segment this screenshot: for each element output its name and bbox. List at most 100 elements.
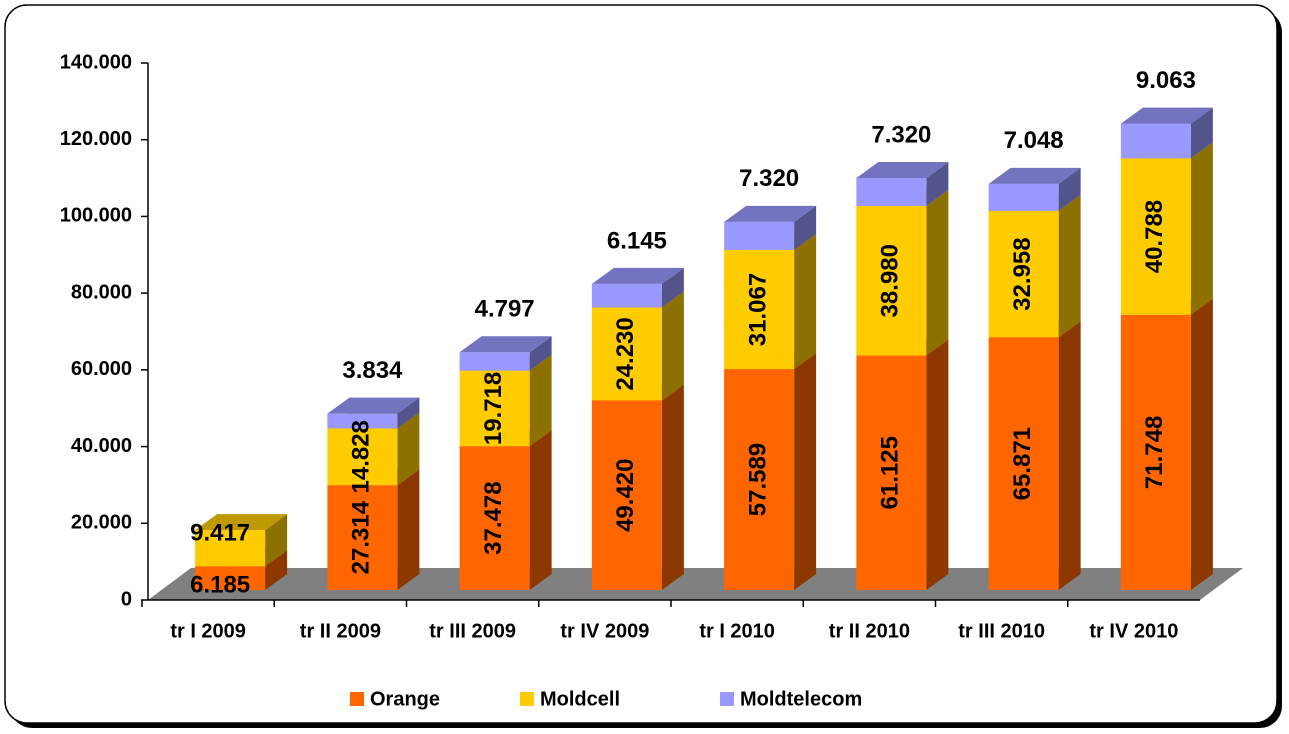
bar-side [265, 514, 288, 567]
bar-side [397, 397, 420, 429]
bar-side [1058, 167, 1081, 211]
data-label: 7.320 [871, 121, 931, 148]
bar [327, 413, 398, 429]
bar-side [1190, 107, 1213, 159]
x-tick-label: tr III 2009 [429, 620, 516, 642]
bar-side [265, 550, 288, 590]
y-tick-label: 60.000 [71, 358, 132, 380]
x-tick-label: tr II 2009 [300, 620, 381, 642]
bar [459, 370, 530, 447]
bar [1120, 123, 1191, 159]
bar-side [529, 354, 552, 447]
data-label: 27.314 [348, 500, 375, 574]
bar-side [397, 469, 420, 590]
y-tick-label: 120.000 [60, 128, 132, 150]
legend-label: Moldcell [540, 688, 620, 710]
bar-side [397, 412, 420, 486]
bar [724, 369, 795, 590]
y-tick-label: 40.000 [71, 435, 132, 457]
bar [327, 485, 398, 590]
bar [988, 183, 1059, 211]
bar [988, 337, 1059, 590]
data-label: 65.871 [1009, 427, 1036, 500]
y-tick-label: 80.000 [71, 281, 132, 303]
y-tick-label: 100.000 [60, 205, 132, 227]
y-tick-label: 20.000 [71, 512, 132, 534]
legend-swatch [520, 692, 534, 706]
bar [856, 177, 927, 207]
bar-side [794, 353, 817, 590]
x-tick-label: tr III 2010 [958, 620, 1045, 642]
bar-side [794, 205, 817, 250]
bar [195, 566, 266, 590]
bar-top [195, 514, 288, 531]
bar [724, 221, 795, 250]
data-label: 9.417 [190, 520, 250, 547]
bar-side [1190, 142, 1213, 315]
data-label: 4.797 [475, 296, 535, 323]
bar [591, 400, 662, 590]
bar-side [926, 339, 949, 590]
bar-top [988, 167, 1081, 184]
y-tick-label: 140.000 [60, 51, 132, 73]
data-label: 57.589 [744, 443, 771, 516]
bar-side [529, 336, 552, 371]
data-label: 3.834 [342, 357, 403, 384]
x-tick-label: tr I 2010 [699, 620, 775, 642]
bar-side [926, 190, 949, 356]
data-label: 7.048 [1004, 127, 1064, 154]
data-label: 24.230 [612, 317, 639, 390]
bar-side [926, 161, 949, 207]
bar-side [1190, 298, 1213, 590]
data-label: 31.067 [744, 273, 771, 346]
data-label: 7.320 [739, 165, 799, 192]
x-tick-label: tr IV 2009 [560, 620, 649, 642]
bar-top [327, 397, 420, 414]
bar-side [661, 267, 684, 308]
data-label: 19.718 [480, 372, 507, 445]
bar-top [856, 161, 949, 178]
bar [1120, 314, 1191, 590]
bar-top [591, 267, 684, 284]
x-tick-label: tr I 2009 [170, 620, 246, 642]
bar-side [661, 384, 684, 590]
x-tick-label: tr IV 2010 [1089, 620, 1178, 642]
data-label: 38.980 [877, 244, 904, 317]
data-label: 32.958 [1009, 237, 1036, 310]
bar-side [529, 430, 552, 590]
x-tick-label: tr II 2010 [829, 620, 910, 642]
bar [856, 206, 927, 356]
bar [988, 210, 1059, 338]
bar-top [459, 336, 552, 353]
bar-side [1058, 321, 1081, 590]
data-label: 40.788 [1141, 200, 1168, 273]
bar [591, 307, 662, 401]
bar [459, 446, 530, 590]
bar [591, 283, 662, 308]
bar [1120, 158, 1191, 315]
floor [148, 568, 1243, 600]
bar-side [661, 291, 684, 401]
bar [724, 249, 795, 370]
bar-side [794, 233, 817, 370]
data-label: 37.478 [480, 481, 507, 554]
bar-top [724, 205, 817, 222]
bar [459, 352, 530, 371]
bar-top [1120, 107, 1213, 124]
bar [195, 530, 266, 567]
legend-label: Orange [370, 688, 440, 710]
data-label: 6.185 [190, 571, 250, 598]
bar [327, 428, 398, 486]
data-label: 6.145 [607, 227, 667, 254]
bar [856, 355, 927, 590]
legend-label: Moldtelecom [740, 688, 862, 710]
data-label: 9.063 [1136, 67, 1196, 94]
legend-swatch [350, 692, 364, 706]
data-label: 14.828 [348, 420, 375, 493]
data-label: 71.748 [1141, 416, 1168, 489]
bar-side [1058, 194, 1081, 338]
y-tick-label: 0 [121, 588, 132, 610]
legend-swatch [720, 692, 734, 706]
data-label: 61.125 [877, 436, 904, 509]
